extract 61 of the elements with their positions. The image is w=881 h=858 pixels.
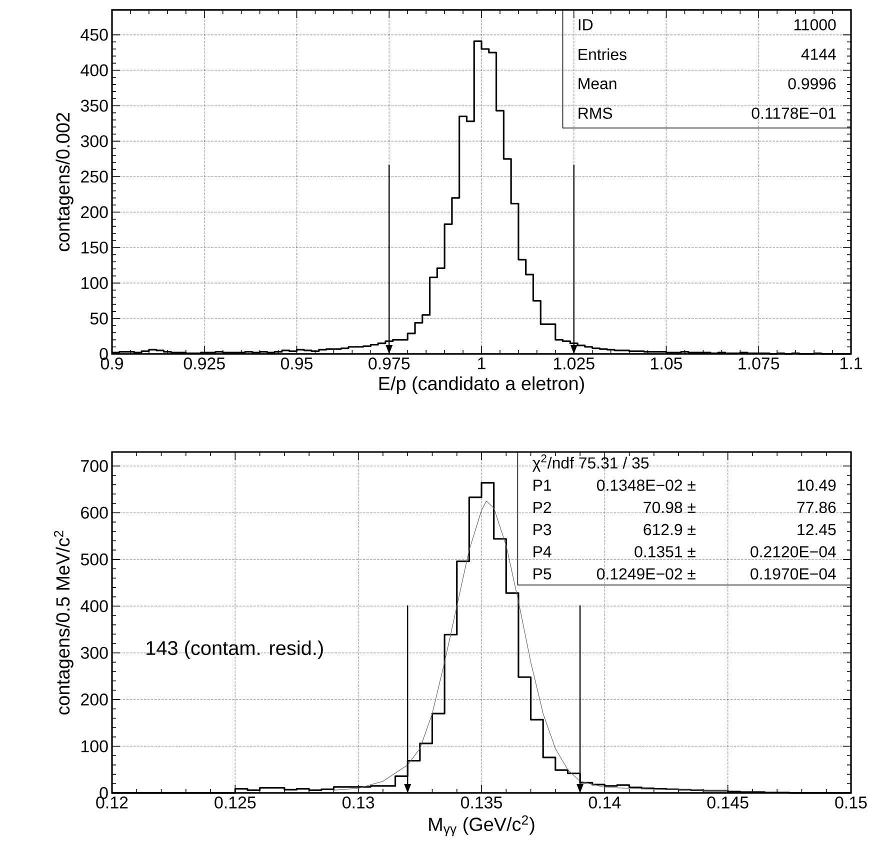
- annotation: ID: [578, 19, 593, 30]
- x-tick-label: 0.14: [588, 796, 621, 809]
- y-tick-label: 450: [80, 28, 108, 41]
- x-tick-label: 0.145: [707, 796, 748, 809]
- y-axis-title: contagens/0.5 MeV/c$^{2}$: [54, 530, 74, 715]
- annotation: 143 (contam. resid.): [146, 640, 323, 660]
- x-tick-label: 0.9: [100, 358, 123, 370]
- x-tick-label: 0.125: [214, 796, 256, 809]
- x-tick-label: 0.135: [460, 796, 502, 809]
- x-tick-label: 0.13: [342, 796, 374, 809]
- annotation: 0.1178E−01: [752, 108, 836, 119]
- annotation: RMS: [578, 108, 612, 119]
- x-tick-label: 0.925: [184, 358, 225, 370]
- y-tick-label: 50: [90, 312, 108, 325]
- annotation: P3: [534, 524, 552, 536]
- x-tick-label: 0.15: [835, 796, 867, 809]
- x-tick-label: 0.12: [96, 796, 128, 809]
- y-tick-label: 600: [81, 506, 108, 519]
- annotation: P2: [534, 502, 552, 513]
- x-tick-label: 1.025: [554, 358, 594, 370]
- y-tick-label: 200: [81, 694, 108, 706]
- annotation: 11000: [794, 19, 836, 30]
- annotation: 0.1249E−02 ±: [597, 568, 696, 580]
- annotation: 612.9 ±: [644, 524, 696, 536]
- annotation: P5: [534, 568, 552, 580]
- annotation: 0.9996: [788, 78, 836, 90]
- annotation: 77.86: [797, 502, 836, 514]
- y-tick-label: 400: [80, 600, 108, 612]
- annotation: P4: [534, 546, 552, 558]
- x-tick-label: 0.95: [280, 358, 313, 370]
- y-tick-label: 300: [80, 646, 108, 659]
- annotation: 10.49: [798, 480, 836, 491]
- x-tick-label: 1.05: [651, 358, 682, 370]
- y-axis-title: contagens/0.002: [56, 112, 74, 252]
- y-tick-label: 200: [81, 206, 108, 218]
- annotation: Mean: [578, 78, 616, 90]
- y-tick-label: 100: [82, 277, 108, 290]
- annotation: 0.1351 ±: [634, 546, 696, 558]
- annotation: 12.45: [798, 524, 836, 536]
- x-tick-label: 1.1: [840, 357, 862, 370]
- annotation: 4144: [801, 48, 836, 60]
- y-tick-label: 150: [82, 242, 108, 254]
- annotation: 70.98 ±: [644, 502, 696, 514]
- y-tick-label: 100: [82, 740, 108, 752]
- x-tick-label: 0.975: [368, 358, 410, 370]
- y-tick-label: 350: [80, 100, 108, 112]
- y-tick-label: 250: [81, 170, 108, 183]
- y-tick-label: 500: [80, 553, 108, 566]
- y-tick-label: 400: [80, 64, 108, 76]
- annotation: χ$^{2}$/ndf 75.31 / 35: [532, 454, 649, 472]
- annotation: 0.1348E−02 ±: [597, 480, 696, 491]
- x-axis-title: E/p (candidato a eletron): [379, 376, 584, 394]
- annotation: 0.1970E−04: [750, 568, 836, 580]
- annotation: P1: [534, 480, 552, 491]
- annotation: 0.2120E−04: [750, 546, 836, 558]
- x-axis-title: M$_{γγ}$ (GeV/c$^{2}$): [429, 815, 534, 836]
- x-tick-label: 1: [478, 357, 486, 370]
- y-tick-label: 300: [80, 135, 108, 148]
- y-tick-label: 700: [81, 460, 108, 472]
- annotation: Entries: [578, 48, 626, 60]
- x-tick-label: 1.075: [738, 358, 780, 370]
